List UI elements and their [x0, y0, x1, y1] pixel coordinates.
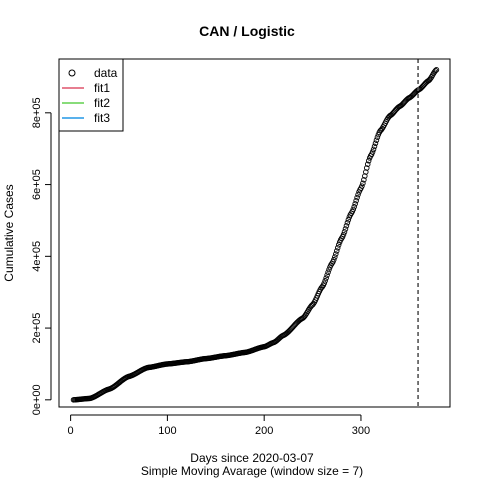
data-point: [321, 280, 327, 287]
data-point: [335, 242, 342, 248]
y-tick-label: 8e+05: [31, 97, 43, 128]
data-point: [323, 275, 329, 281]
chart-title: CAN / Logistic: [199, 23, 295, 39]
data-point: [324, 272, 330, 278]
x-tick-label: 300: [352, 425, 370, 437]
data-point: [332, 254, 338, 260]
data-point: [350, 206, 356, 213]
data-point: [334, 245, 341, 251]
x-tick-label: 100: [158, 425, 176, 437]
y-tick-label: 2e+05: [31, 313, 43, 344]
axis-ticks: 0 100 200 300 0e+00 2e+05 4e+05 6e+05 8e+05: [31, 97, 370, 437]
data-point: [373, 137, 380, 143]
data-point: [325, 269, 331, 276]
data-point: [353, 197, 359, 204]
data-point: [334, 248, 340, 254]
data-point: [360, 180, 366, 186]
data-point: [342, 226, 349, 232]
data-point: [326, 266, 332, 273]
y-tick-label: 4e+05: [31, 241, 43, 272]
data-point: [343, 223, 350, 229]
data-point: [364, 165, 370, 171]
data-point: [369, 149, 376, 155]
data-point: [340, 231, 347, 238]
data-point: [355, 191, 361, 198]
plot-frame: [58, 58, 451, 408]
data-point: [331, 256, 337, 263]
data-point: [345, 216, 352, 223]
x-axis-label: Days since 2020-03-07: [190, 451, 314, 465]
data-point: [371, 143, 378, 150]
y-axis-label: Cumulative Cases: [2, 184, 16, 281]
data-point: [370, 146, 377, 153]
y-tick-label: 6e+05: [31, 169, 43, 200]
legend-label: fit2: [94, 96, 110, 110]
data-point: [432, 67, 439, 74]
data-points: [70, 67, 440, 403]
data-point: [344, 219, 351, 226]
data-point: [433, 67, 440, 73]
data-point: [352, 201, 358, 207]
x-axis-sublabel: Simple Moving Avarage (window size = 7): [141, 464, 363, 478]
data-point: [365, 158, 372, 164]
legend-label: fit1: [94, 81, 110, 95]
x-tick-label: 0: [68, 425, 74, 437]
data-point: [354, 194, 360, 201]
data-point: [374, 134, 381, 140]
data-point: [322, 278, 328, 284]
x-tick-label: 200: [255, 425, 273, 437]
data-point: [364, 161, 371, 167]
legend-label: fit3: [94, 111, 110, 125]
data-point: [333, 251, 339, 257]
legend-symbol: [68, 69, 76, 77]
data-point: [372, 140, 379, 147]
data-point: [351, 204, 357, 210]
data-point: [361, 177, 367, 183]
data-point: [359, 183, 365, 189]
legend-label: data: [94, 66, 118, 80]
y-tick-label: 0e+00: [31, 384, 43, 415]
data-point: [341, 229, 348, 235]
